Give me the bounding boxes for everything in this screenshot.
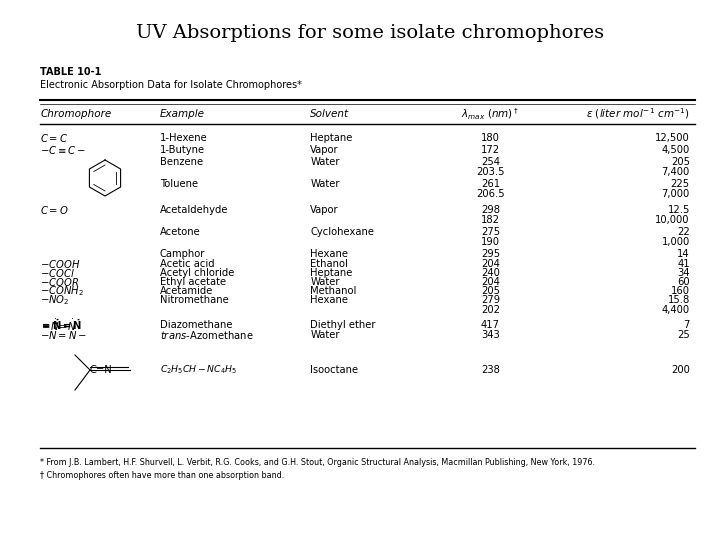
Text: 202: 202 <box>481 305 500 315</box>
Text: 279: 279 <box>481 295 500 305</box>
Text: 205: 205 <box>481 286 500 296</box>
Text: 180: 180 <box>481 133 500 143</box>
Text: Diazomethane: Diazomethane <box>160 320 233 330</box>
Text: Camphor: Camphor <box>160 249 205 259</box>
Text: Nitromethane: Nitromethane <box>160 295 228 305</box>
Text: 203.5: 203.5 <box>476 167 505 177</box>
Text: $\varepsilon\ (liter\ mol^{-1}\ cm^{-1})$: $\varepsilon\ (liter\ mol^{-1}\ cm^{-1})… <box>586 106 690 122</box>
Text: Acetic acid: Acetic acid <box>160 259 215 269</box>
Text: Hexane: Hexane <box>310 295 348 305</box>
Text: $-COOR$: $-COOR$ <box>40 276 79 288</box>
Text: ${\mathbf{=\dot{N}=\dot{N}}}$: ${\mathbf{=\dot{N}=\dot{N}}}$ <box>40 318 83 332</box>
Text: 182: 182 <box>481 215 500 225</box>
Text: $-C{\equiv}C-$: $-C{\equiv}C-$ <box>40 144 86 156</box>
Text: Methanol: Methanol <box>310 286 356 296</box>
Text: * From J.B. Lambert, H.F. Shurvell, L. Verbit, R.G. Cooks, and G.H. Stout, Organ: * From J.B. Lambert, H.F. Shurvell, L. V… <box>40 458 595 467</box>
Text: Water: Water <box>310 179 340 189</box>
Text: Vapor: Vapor <box>310 145 339 155</box>
Text: 1,000: 1,000 <box>662 237 690 247</box>
Text: 298: 298 <box>481 205 500 215</box>
Text: $-NO_2$: $-NO_2$ <box>40 293 70 307</box>
Text: Diethyl ether: Diethyl ether <box>310 320 376 330</box>
Text: 12.5: 12.5 <box>667 205 690 215</box>
Text: 34: 34 <box>678 268 690 278</box>
Text: 4,500: 4,500 <box>662 145 690 155</box>
Text: $C{=}O$: $C{=}O$ <box>40 204 69 216</box>
Text: Heptane: Heptane <box>310 268 353 278</box>
Text: TABLE 10-1: TABLE 10-1 <box>40 67 102 77</box>
Text: 160: 160 <box>671 286 690 296</box>
Text: 204: 204 <box>481 259 500 269</box>
Text: 60: 60 <box>677 277 690 287</box>
Text: 15.8: 15.8 <box>667 295 690 305</box>
Text: † Chromophores often have more than one absorption band.: † Chromophores often have more than one … <box>40 471 284 480</box>
Text: Isooctane: Isooctane <box>310 365 359 375</box>
Text: Hexane: Hexane <box>310 249 348 259</box>
Text: Ethyl acetate: Ethyl acetate <box>160 277 226 287</box>
Text: 41: 41 <box>677 259 690 269</box>
Text: Acetyl chloride: Acetyl chloride <box>160 268 234 278</box>
Text: 204: 204 <box>481 277 500 287</box>
Text: 1-Butyne: 1-Butyne <box>160 145 205 155</box>
Text: Ethanol: Ethanol <box>310 259 348 269</box>
Text: Acetamide: Acetamide <box>160 286 213 296</box>
Text: Heptane: Heptane <box>310 133 353 143</box>
Text: $-CONH_2$: $-CONH_2$ <box>40 284 84 298</box>
Text: 295: 295 <box>481 249 500 259</box>
Text: 7,000: 7,000 <box>662 189 690 199</box>
Text: 190: 190 <box>481 237 500 247</box>
Text: Electronic Absorption Data for Isolate Chromophores*: Electronic Absorption Data for Isolate C… <box>40 80 302 90</box>
Text: $\mathit{trans}$-Azomethane: $\mathit{trans}$-Azomethane <box>160 329 253 341</box>
Text: Water: Water <box>310 330 340 340</box>
Text: 417: 417 <box>481 320 500 330</box>
Text: Benzene: Benzene <box>160 157 203 167</box>
Text: Cyclohexane: Cyclohexane <box>310 227 374 237</box>
Text: Vapor: Vapor <box>310 205 339 215</box>
Text: 7,400: 7,400 <box>662 167 690 177</box>
Text: Example: Example <box>160 109 205 119</box>
Text: 22: 22 <box>677 227 690 237</box>
Text: Water: Water <box>310 157 340 167</box>
Text: 254: 254 <box>481 157 500 167</box>
Text: 240: 240 <box>481 268 500 278</box>
Text: $-COCl$: $-COCl$ <box>40 267 76 279</box>
Text: Acetone: Acetone <box>160 227 201 237</box>
Text: 206.5: 206.5 <box>476 189 505 199</box>
Text: 343: 343 <box>481 330 500 340</box>
Text: 4,400: 4,400 <box>662 305 690 315</box>
Text: 275: 275 <box>481 227 500 237</box>
Text: 12,500: 12,500 <box>655 133 690 143</box>
Text: C=N—: C=N— <box>90 365 122 375</box>
Text: Solvent: Solvent <box>310 109 349 119</box>
Text: Acetaldehyde: Acetaldehyde <box>160 205 228 215</box>
Text: $=\!\dot{N}\!=\!\dot{N}$: $=\!\dot{N}\!=\!\dot{N}$ <box>40 318 77 333</box>
Text: $C_2H_5CH-NC_4H_5$: $C_2H_5CH-NC_4H_5$ <box>160 364 237 376</box>
Text: 200: 200 <box>671 365 690 375</box>
Text: $C{=}C$: $C{=}C$ <box>40 132 68 144</box>
Text: 1-Hexene: 1-Hexene <box>160 133 207 143</box>
Text: 172: 172 <box>481 145 500 155</box>
Text: 261: 261 <box>481 179 500 189</box>
Text: 25: 25 <box>677 330 690 340</box>
Text: 7: 7 <box>683 320 690 330</box>
Text: Toluene: Toluene <box>160 179 198 189</box>
Text: Water: Water <box>310 277 340 287</box>
Text: UV Absorptions for some isolate chromophores: UV Absorptions for some isolate chromoph… <box>136 24 604 42</box>
Text: 10,000: 10,000 <box>655 215 690 225</box>
Text: $\lambda_{max}\ (nm)^\dagger$: $\lambda_{max}\ (nm)^\dagger$ <box>462 106 519 122</box>
Text: Chromophore: Chromophore <box>40 109 112 119</box>
Text: $-COOH$: $-COOH$ <box>40 258 81 270</box>
Text: 225: 225 <box>670 179 690 189</box>
Text: 205: 205 <box>671 157 690 167</box>
Text: $-N{=}N-$: $-N{=}N-$ <box>40 329 87 341</box>
Text: 238: 238 <box>481 365 500 375</box>
Text: 14: 14 <box>677 249 690 259</box>
